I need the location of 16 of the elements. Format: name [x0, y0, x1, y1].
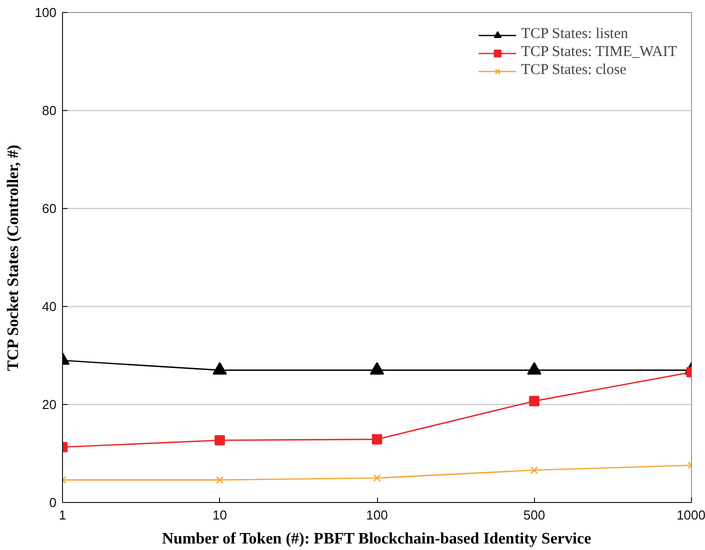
legend-label: TCP States: TIME_WAIT: [521, 44, 677, 61]
x-tick-label: 1: [58, 508, 66, 522]
y-tick-label: 100: [34, 5, 57, 20]
x-tick-label: 10: [212, 508, 227, 522]
x-tick-label: 1000: [676, 508, 705, 522]
y-tick-label: 20: [42, 397, 57, 412]
y-tick-label: 0: [49, 495, 57, 510]
y-tick-label: 60: [42, 201, 57, 216]
y-tick-label: 80: [42, 103, 57, 118]
x-axis-title: Number of Token (#): PBFT Blockchain-based Identity Service: [162, 530, 592, 548]
x-tick-label: 100: [366, 508, 388, 522]
legend-label: TCP States: close: [521, 62, 626, 79]
x-tick-label: 500: [523, 508, 546, 522]
legend-label: TCP States: listen: [521, 26, 628, 43]
y-tick-label: 40: [42, 299, 57, 314]
y-axis-title: TCP Socket States (Controller, #): [4, 144, 22, 372]
